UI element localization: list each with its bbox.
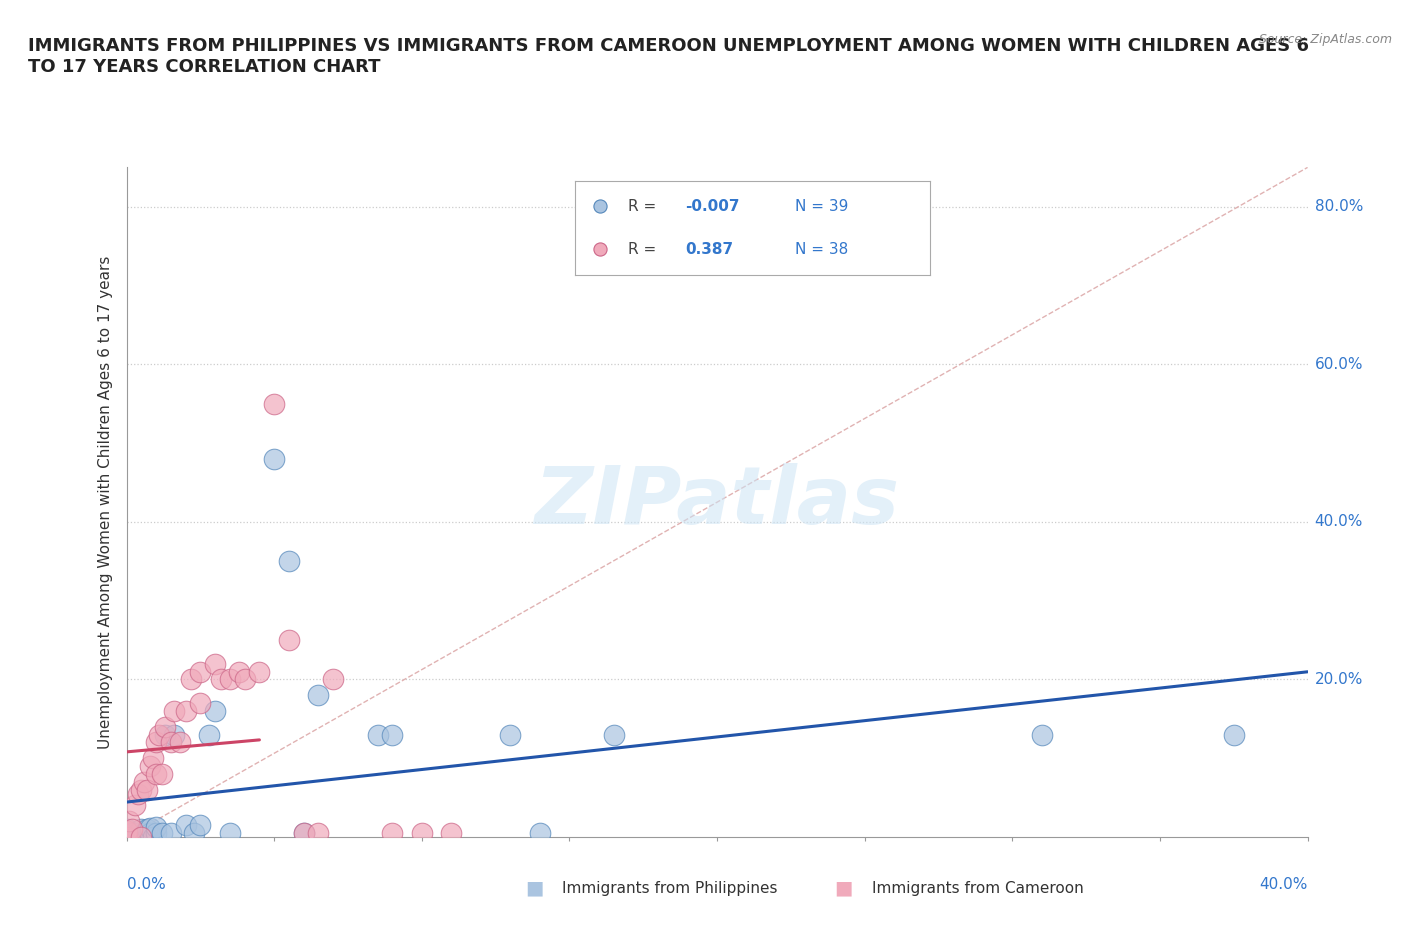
Point	[180, 672, 202, 687]
Point	[153, 727, 176, 742]
Point	[174, 703, 197, 718]
Point	[153, 719, 176, 734]
Point	[292, 826, 315, 841]
Point	[263, 396, 285, 411]
Point	[145, 735, 167, 750]
Point	[134, 826, 156, 841]
Point	[228, 664, 250, 679]
Text: 20.0%: 20.0%	[1315, 672, 1362, 687]
Point	[121, 822, 143, 837]
Point	[209, 672, 232, 687]
Point	[198, 727, 221, 742]
Point	[183, 826, 205, 841]
Point	[219, 672, 242, 687]
Point	[118, 814, 141, 829]
Point	[139, 759, 162, 774]
Point	[159, 735, 183, 750]
Point	[139, 820, 162, 835]
Point	[129, 822, 153, 837]
Point	[381, 826, 404, 841]
Point	[247, 664, 270, 679]
Point	[145, 826, 167, 841]
Point	[440, 826, 463, 841]
Point	[129, 782, 153, 797]
Text: Immigrants from Cameroon: Immigrants from Cameroon	[872, 881, 1084, 896]
Point	[148, 727, 170, 742]
Text: 80.0%: 80.0%	[1315, 199, 1362, 214]
Point	[121, 830, 143, 844]
Point	[129, 830, 153, 844]
Text: 40.0%: 40.0%	[1260, 877, 1308, 892]
Text: Immigrants from Philippines: Immigrants from Philippines	[562, 881, 778, 896]
Point	[150, 766, 173, 781]
Text: 0.0%: 0.0%	[127, 877, 166, 892]
Point	[139, 827, 162, 842]
Point	[115, 830, 138, 844]
Point	[219, 826, 242, 841]
Point	[142, 830, 165, 844]
Point	[159, 826, 183, 841]
Point	[174, 817, 197, 832]
Point	[307, 688, 329, 703]
Point	[115, 826, 138, 841]
Point	[278, 632, 301, 647]
Point	[115, 830, 138, 844]
Point	[127, 786, 149, 801]
Point	[136, 782, 159, 797]
Point	[124, 798, 146, 813]
Text: Source: ZipAtlas.com: Source: ZipAtlas.com	[1258, 33, 1392, 46]
Point	[1222, 727, 1246, 742]
Point	[163, 727, 186, 742]
Text: 60.0%: 60.0%	[1315, 357, 1362, 372]
Point	[142, 751, 165, 765]
Point	[188, 817, 211, 832]
Point	[115, 824, 138, 839]
Point	[263, 451, 285, 466]
Point	[145, 766, 167, 781]
Point	[127, 826, 149, 841]
Point	[139, 826, 162, 841]
Point	[150, 826, 173, 841]
Point	[188, 664, 211, 679]
Point	[134, 775, 156, 790]
Point	[292, 826, 315, 841]
Point	[499, 727, 522, 742]
Text: ZIPatlas: ZIPatlas	[534, 463, 900, 541]
Point	[411, 826, 433, 841]
Point	[121, 826, 143, 841]
Point	[603, 727, 626, 742]
Point	[204, 703, 226, 718]
Text: ■: ■	[834, 879, 853, 897]
Point	[322, 672, 344, 687]
Point	[145, 819, 167, 834]
Y-axis label: Unemployment Among Women with Children Ages 6 to 17 years: Unemployment Among Women with Children A…	[98, 256, 114, 749]
Point	[169, 735, 191, 750]
Point	[529, 826, 551, 841]
Point	[115, 822, 138, 837]
Point	[129, 830, 153, 844]
Point	[188, 696, 211, 711]
Point	[381, 727, 404, 742]
Point	[136, 822, 159, 837]
Point	[136, 830, 159, 844]
Point	[307, 826, 329, 841]
Point	[278, 554, 301, 569]
Text: 40.0%: 40.0%	[1315, 514, 1362, 529]
Point	[163, 703, 186, 718]
Text: IMMIGRANTS FROM PHILIPPINES VS IMMIGRANTS FROM CAMEROON UNEMPLOYMENT AMONG WOMEN: IMMIGRANTS FROM PHILIPPINES VS IMMIGRANT…	[28, 37, 1309, 76]
Point	[366, 727, 388, 742]
Point	[204, 657, 226, 671]
Point	[1031, 727, 1053, 742]
Point	[233, 672, 256, 687]
Text: ■: ■	[524, 879, 544, 897]
Point	[124, 830, 146, 844]
